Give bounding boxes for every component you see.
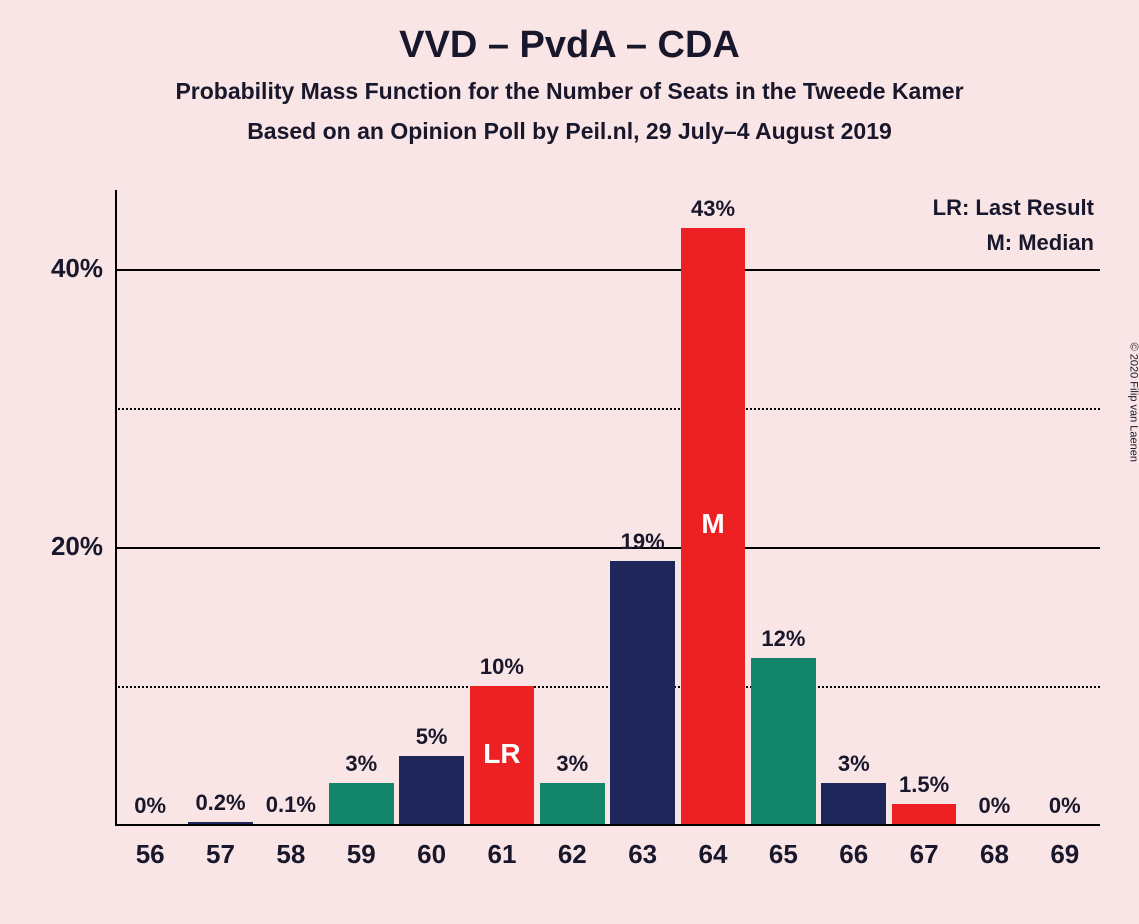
bar: [751, 658, 816, 825]
x-tick-label: 66: [819, 839, 889, 870]
chart-subtitle-1: Probability Mass Function for the Number…: [0, 78, 1139, 105]
x-tick-label: 59: [326, 839, 396, 870]
bar-value-label: 10%: [467, 654, 537, 680]
x-tick-label: 57: [185, 839, 255, 870]
x-tick-label: 60: [396, 839, 466, 870]
x-tick-label: 58: [256, 839, 326, 870]
x-tick-label: 61: [467, 839, 537, 870]
bar-value-label: 19%: [608, 529, 678, 555]
gridline-major: [115, 269, 1100, 271]
bar: [821, 783, 886, 825]
gridline-minor: [115, 408, 1100, 410]
legend-median: M: Median: [986, 230, 1094, 256]
bar-value-label: 12%: [748, 626, 818, 652]
bar-value-label: 0%: [115, 793, 185, 819]
bar-value-label: 0%: [959, 793, 1029, 819]
bar: [329, 783, 394, 825]
x-tick-label: 67: [889, 839, 959, 870]
x-axis: [115, 824, 1100, 826]
bar: [399, 756, 464, 825]
bar-value-label: 1.5%: [889, 772, 959, 798]
bar-value-label: 3%: [537, 751, 607, 777]
x-tick-label: 64: [678, 839, 748, 870]
bar-inner-label: LR: [470, 738, 535, 770]
bar: [610, 561, 675, 825]
chart-subtitle-2: Based on an Opinion Poll by Peil.nl, 29 …: [0, 118, 1139, 145]
y-axis: [115, 190, 117, 825]
bar-value-label: 0.1%: [256, 792, 326, 818]
bar: [540, 783, 605, 825]
bar-value-label: 3%: [326, 751, 396, 777]
x-tick-label: 69: [1030, 839, 1100, 870]
x-tick-label: 63: [608, 839, 678, 870]
bar-inner-label: M: [681, 508, 746, 540]
bar: [892, 804, 957, 825]
pmf-bar-chart: 20%40%0%560.2%570.1%583%595%6010%LR613%6…: [115, 200, 1100, 825]
copyright-text: © 2020 Filip van Laenen: [1127, 343, 1139, 462]
bar-value-label: 5%: [396, 724, 466, 750]
x-tick-label: 68: [959, 839, 1029, 870]
bar-value-label: 0%: [1030, 793, 1100, 819]
bar-value-label: 3%: [819, 751, 889, 777]
x-tick-label: 62: [537, 839, 607, 870]
y-tick-label: 20%: [23, 531, 103, 562]
plot-area: 20%40%0%560.2%570.1%583%595%6010%LR613%6…: [115, 200, 1100, 825]
x-tick-label: 65: [748, 839, 818, 870]
y-tick-label: 40%: [23, 253, 103, 284]
bar-value-label: 0.2%: [185, 790, 255, 816]
gridline-minor: [115, 686, 1100, 688]
x-tick-label: 56: [115, 839, 185, 870]
bar-value-label: 43%: [678, 196, 748, 222]
chart-title: VVD – PvdA – CDA: [0, 24, 1139, 67]
legend-last-result: LR: Last Result: [933, 195, 1094, 221]
